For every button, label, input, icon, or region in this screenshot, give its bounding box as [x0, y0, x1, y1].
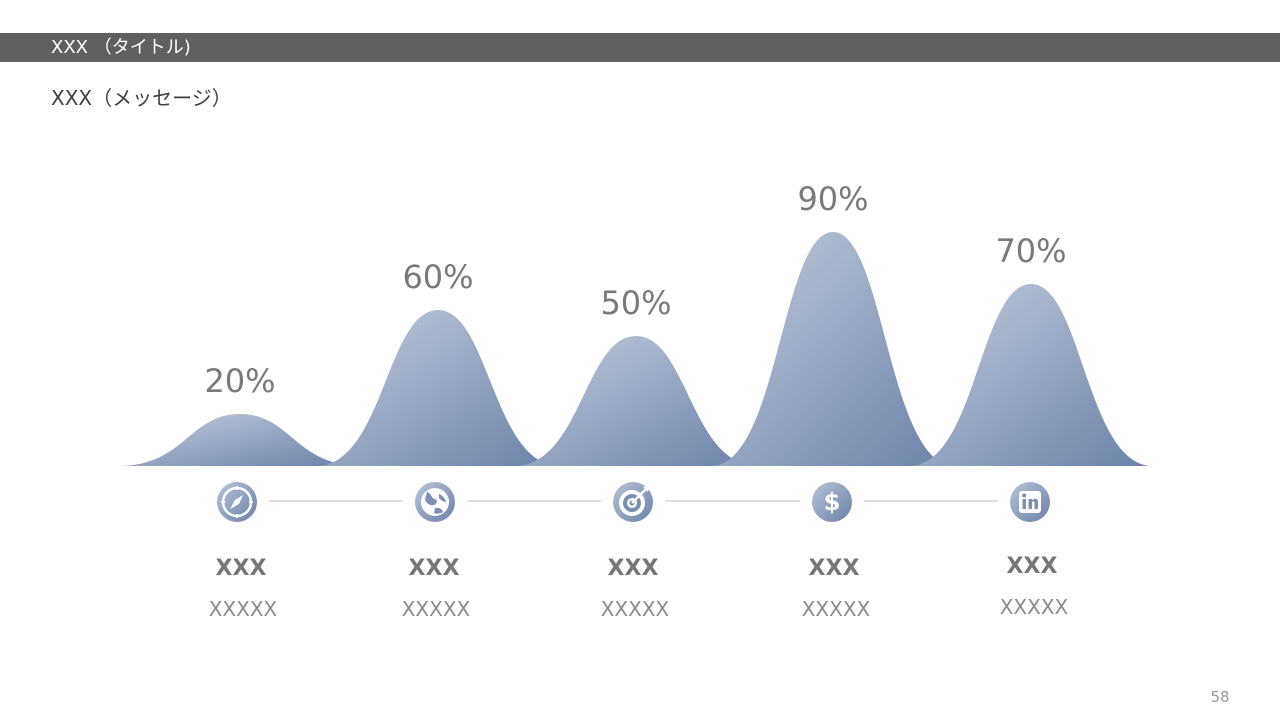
value-label: 60% [402, 258, 473, 296]
globe-icon [415, 482, 455, 522]
peak-shape [118, 414, 362, 466]
dollar-icon: $ [812, 482, 852, 522]
peak-shape [909, 284, 1153, 466]
title-bar: XXX （タイトル) [0, 33, 1280, 62]
value-label: 20% [204, 362, 275, 400]
item-subtitle: XXXXX [999, 595, 1069, 619]
item-subtitle: XXXXX [401, 597, 471, 621]
target-icon [613, 482, 653, 522]
item-subtitle: XXXXX [801, 597, 871, 621]
page-number: 58 [1210, 688, 1230, 706]
value-label: 90% [797, 180, 868, 218]
item-subtitle: XXXXX [600, 597, 670, 621]
item-title: XXX [607, 556, 659, 581]
slide-message: XXX（メッセージ） [51, 86, 232, 110]
item-title: XXX [1006, 554, 1058, 579]
item-title: XXX [808, 556, 860, 581]
value-label: 50% [600, 284, 671, 322]
compass-icon [217, 482, 257, 522]
svg-text:$: $ [824, 488, 841, 516]
item-title: XXX [408, 556, 460, 581]
item-subtitle: XXXXX [208, 597, 278, 621]
peak-shape [316, 310, 560, 466]
slide-title: XXX （タイトル) [51, 37, 191, 58]
item-title: XXX [215, 556, 267, 581]
peak-shape [711, 232, 955, 466]
linkedin-icon [1010, 482, 1050, 522]
peak-shape [514, 336, 758, 466]
value-label: 70% [995, 232, 1066, 270]
